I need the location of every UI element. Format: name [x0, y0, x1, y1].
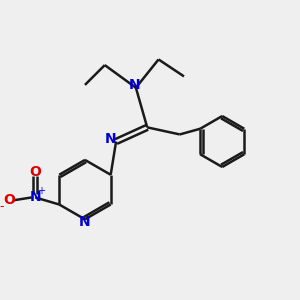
Text: N: N [129, 79, 140, 92]
Text: N: N [105, 132, 117, 146]
Text: O: O [29, 165, 41, 179]
Text: O: O [3, 193, 15, 207]
Text: +: + [38, 186, 45, 196]
Text: N: N [79, 215, 91, 229]
Text: N: N [29, 190, 41, 204]
Text: -: - [0, 200, 4, 213]
